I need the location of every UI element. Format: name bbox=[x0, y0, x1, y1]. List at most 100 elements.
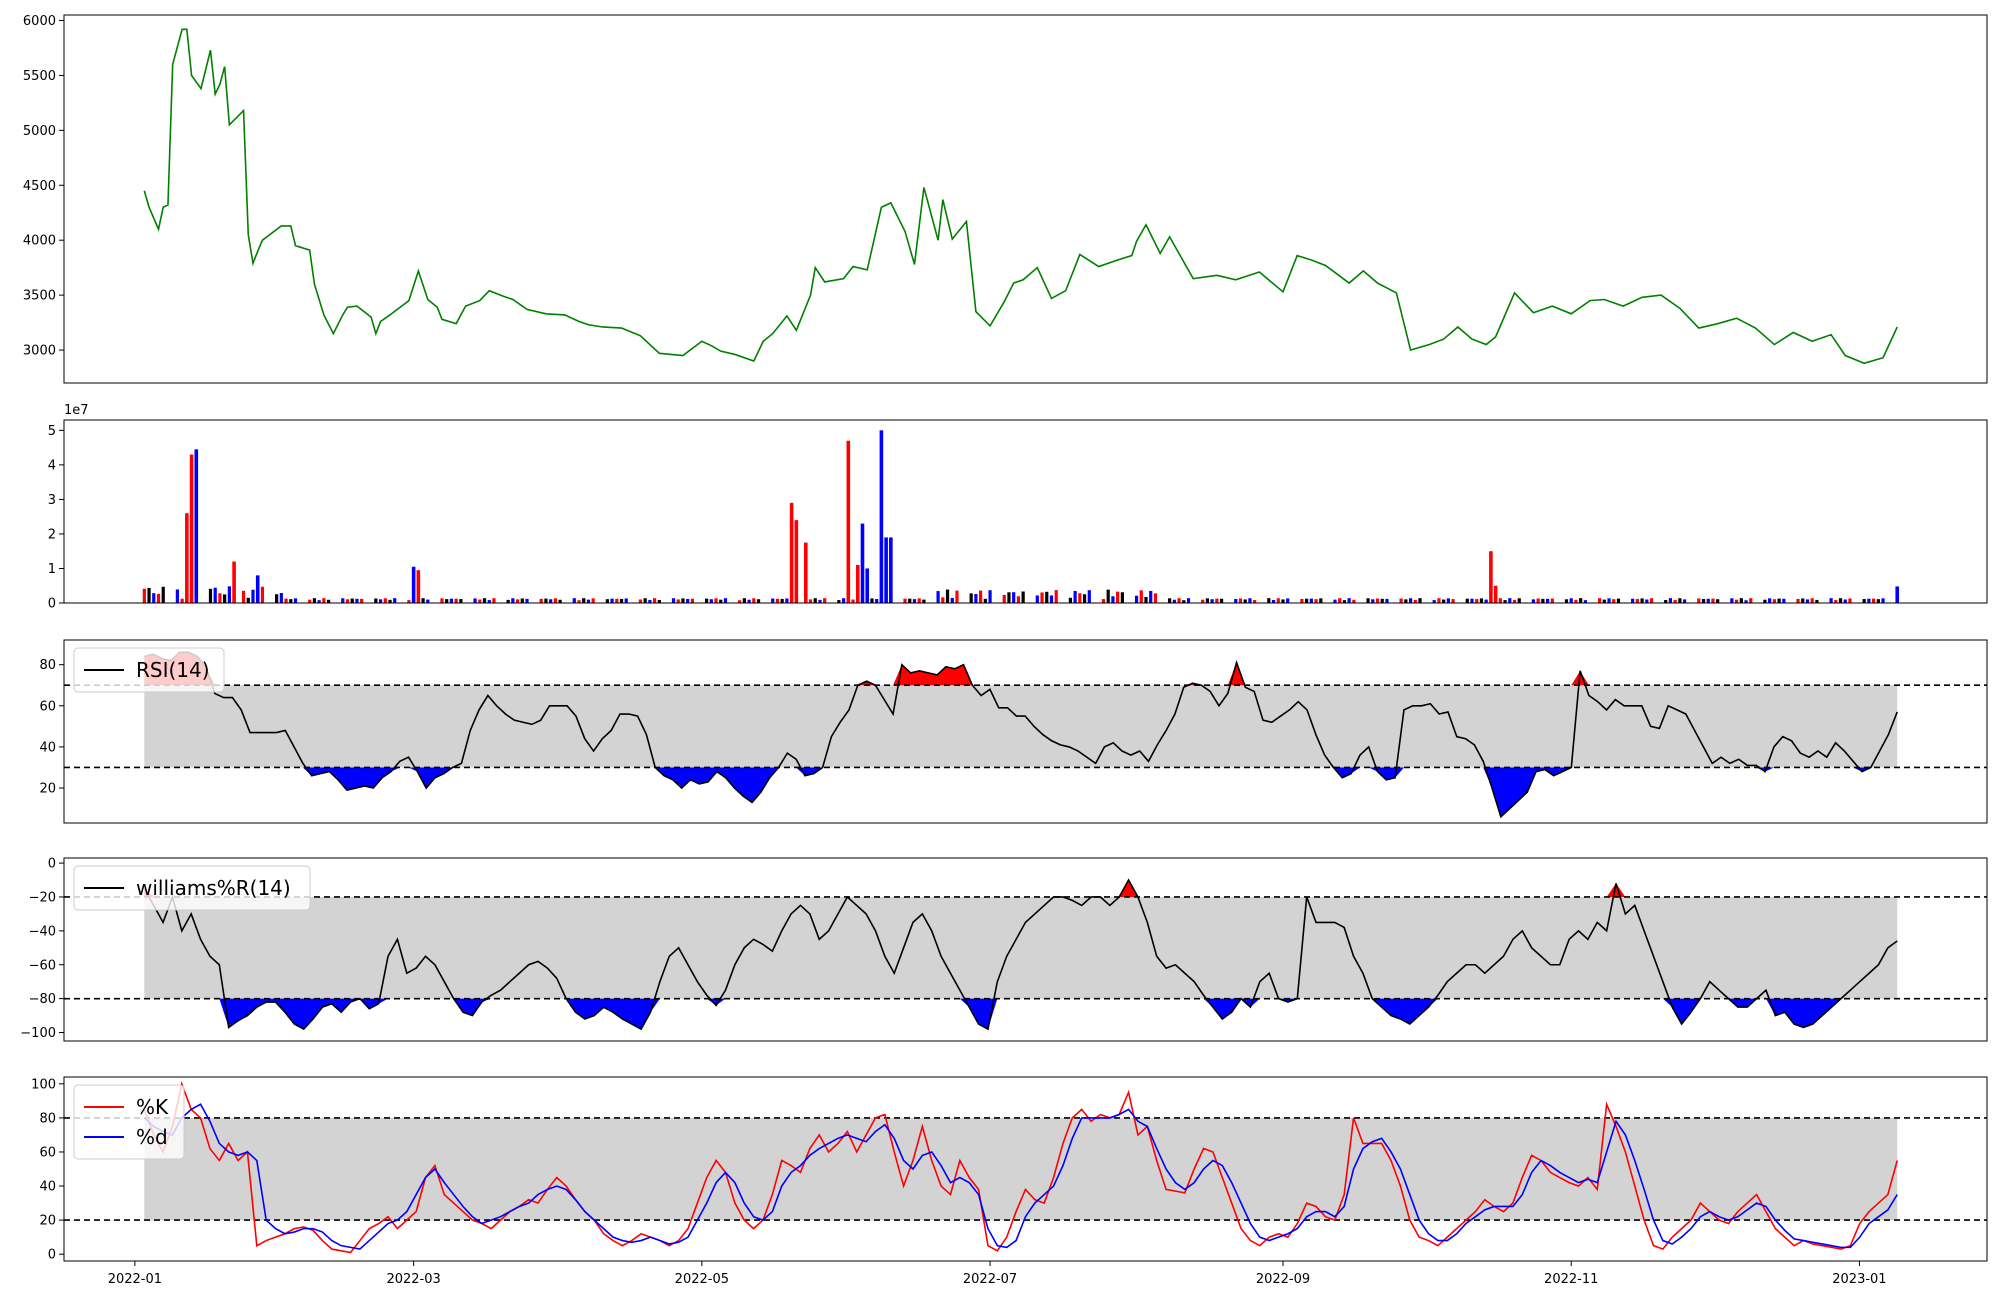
volume-bar bbox=[421, 598, 425, 603]
volume-bar bbox=[605, 599, 609, 603]
volume-bar bbox=[525, 598, 529, 603]
volume-bar bbox=[912, 599, 917, 603]
volume-bar bbox=[1314, 599, 1318, 603]
volume-bar bbox=[1408, 598, 1413, 603]
volume-bar bbox=[308, 599, 312, 603]
volume-bar bbox=[704, 598, 709, 603]
volume-bar bbox=[1829, 598, 1833, 603]
volume-bar bbox=[1300, 599, 1304, 603]
volume-bar bbox=[855, 565, 860, 603]
volume-bar bbox=[1597, 598, 1602, 603]
price-ytick-label: 4500 bbox=[23, 179, 56, 194]
volume-scale-label: 1e7 bbox=[64, 403, 89, 418]
volume-bar bbox=[185, 513, 189, 603]
rsi-neutral-band bbox=[144, 685, 1898, 768]
volume-bar bbox=[719, 599, 723, 603]
volume-bar bbox=[142, 588, 146, 603]
volume-bar bbox=[180, 598, 184, 603]
volume-bar bbox=[1021, 591, 1025, 603]
volume-bar bbox=[648, 599, 652, 603]
volume-bar bbox=[241, 590, 246, 603]
stochastic-legend-label: %K bbox=[136, 1095, 169, 1119]
volume-bar bbox=[1734, 599, 1739, 603]
volume-bar bbox=[1413, 599, 1417, 603]
volume-bar bbox=[1541, 598, 1545, 603]
volume-bar bbox=[875, 599, 879, 603]
volume-bar bbox=[445, 599, 449, 603]
volume-bar bbox=[1319, 598, 1323, 603]
volume-bar bbox=[487, 600, 491, 603]
volume-bar bbox=[1087, 590, 1091, 603]
volume-bar bbox=[506, 599, 510, 603]
volume-bar bbox=[879, 430, 884, 603]
volume-bar bbox=[851, 599, 855, 603]
volume-bar bbox=[1895, 586, 1900, 603]
volume-bar bbox=[539, 598, 543, 603]
volume-bar bbox=[1149, 590, 1153, 603]
volume-bar bbox=[808, 599, 813, 603]
volume-bar bbox=[1201, 599, 1205, 603]
volume-bar bbox=[1172, 599, 1176, 603]
volume-bar bbox=[780, 598, 784, 603]
volume-bar bbox=[511, 598, 515, 603]
volume-bar bbox=[610, 598, 614, 603]
volume-bar bbox=[440, 598, 444, 603]
williams-frame bbox=[63, 857, 1988, 1042]
volume-bar bbox=[255, 575, 260, 603]
volume-bar bbox=[520, 598, 524, 603]
stochastic-panel: 0 20 40 60 80 100 %K %d bbox=[31, 1076, 1988, 1263]
rsi-frame bbox=[63, 639, 1988, 824]
price-ytick-label: 3500 bbox=[23, 289, 56, 304]
volume-bar bbox=[789, 502, 794, 603]
volume-frame bbox=[63, 419, 1988, 604]
volume-bar bbox=[378, 599, 383, 603]
williams-ytick-label: −60 bbox=[29, 958, 56, 973]
volume-bar bbox=[676, 599, 680, 603]
volume-bar bbox=[1545, 598, 1550, 603]
volume-bar bbox=[1843, 599, 1847, 603]
volume-bar bbox=[482, 598, 487, 603]
volume-bar bbox=[1446, 598, 1450, 603]
volume-bar bbox=[1286, 598, 1290, 603]
volume-bar bbox=[1678, 598, 1682, 603]
volume-bar bbox=[591, 598, 595, 603]
price-panel: 3000 3500 4000 4500 5000 5500 6000 bbox=[23, 14, 1988, 384]
volume-bar bbox=[1475, 599, 1479, 603]
volume-bar bbox=[208, 588, 213, 603]
stochastic-legend bbox=[73, 1084, 185, 1160]
x-tick-label: 2022-03 bbox=[386, 1272, 440, 1287]
volume-bar bbox=[1333, 599, 1337, 603]
volume-bar bbox=[1134, 595, 1139, 603]
volume-bar bbox=[803, 542, 808, 603]
volume-bar bbox=[411, 566, 416, 603]
price-ytick-label: 5500 bbox=[23, 69, 56, 84]
volume-bar bbox=[251, 589, 255, 603]
volume-bar bbox=[1782, 598, 1786, 603]
volume-bar bbox=[1281, 599, 1285, 603]
volume-bar bbox=[681, 598, 685, 603]
chart-panels: 30003500400045005000550060000123451e7204… bbox=[20, 14, 1988, 1287]
volume-bar bbox=[922, 599, 926, 603]
volume-bar bbox=[293, 598, 298, 603]
volume-bar bbox=[1210, 599, 1214, 603]
price-ytick-label: 4000 bbox=[23, 234, 56, 249]
volume-bar bbox=[213, 587, 217, 603]
volume-bar bbox=[714, 598, 718, 603]
volume-bar bbox=[355, 598, 359, 603]
volume-bar bbox=[950, 597, 954, 603]
volume-bar bbox=[279, 593, 283, 603]
volume-bar bbox=[917, 598, 921, 603]
volume-bar bbox=[657, 599, 661, 603]
volume-bar bbox=[969, 593, 973, 603]
volume-bar bbox=[558, 599, 562, 603]
volume-bar bbox=[908, 598, 912, 603]
volume-bar bbox=[383, 598, 387, 603]
volume-bar bbox=[1876, 599, 1880, 603]
volume-bar bbox=[1082, 594, 1087, 603]
volume-bar bbox=[416, 570, 421, 603]
x-tick-label: 2023-01 bbox=[1832, 1272, 1886, 1287]
volume-bar bbox=[478, 599, 482, 603]
volume-bar bbox=[1810, 598, 1814, 603]
volume-bar bbox=[572, 598, 576, 603]
